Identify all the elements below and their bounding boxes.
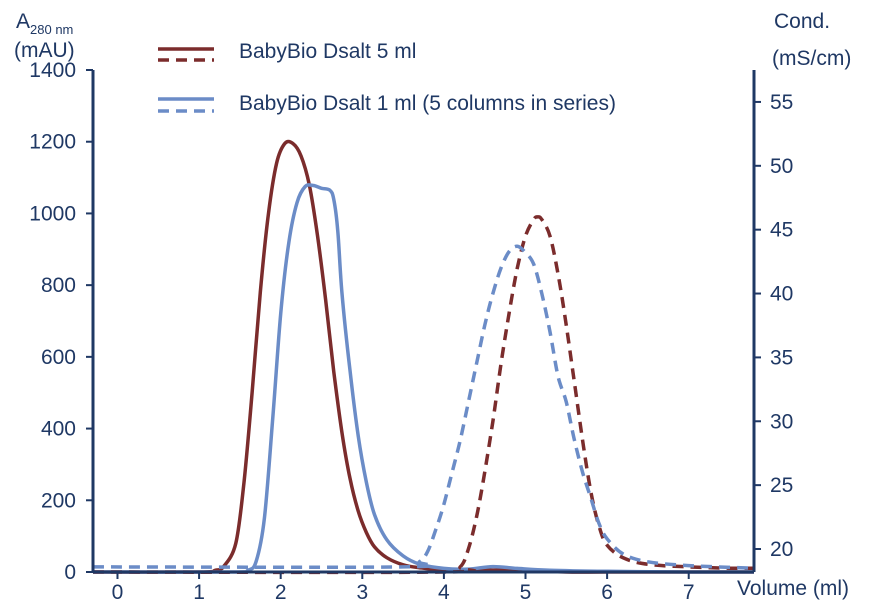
left-axis-label: A280 nm [16,10,73,37]
left-y-tick-label: 1200 [29,131,76,154]
x-tick-label: 1 [193,581,205,604]
a280-line-5ml [92,139,754,574]
right-y-tick-label: 45 [770,219,793,242]
x-tick-label: 4 [438,581,450,604]
x-tick-label: 5 [520,581,532,604]
left-y-tick-label: 200 [41,489,76,512]
left-axis-label-subscript: 280 nm [30,22,73,37]
right-axis-label: Cond. [774,10,830,33]
left-y-tick-label: 400 [41,418,76,441]
right-y-tick-label: 40 [770,283,793,306]
x-tick-label: 3 [356,581,368,604]
right-y-tick-label: 55 [770,91,793,114]
left-y-tick-label: 0 [64,561,76,584]
right-y-tick-label: 30 [770,410,793,433]
right-y-tick-label: 50 [770,155,793,178]
x-tick-label: 2 [275,581,287,604]
left-axis-unit-label: (mAU) [14,39,75,62]
left-y-tick-label: 1400 [29,59,76,82]
a280-line-1ml [92,183,755,574]
right-y-tick-label: 25 [770,474,793,497]
right-axis-unit-label: (mS/cm) [772,47,851,70]
right-y-tick-label: 20 [770,538,793,561]
x-tick-label: 0 [112,581,124,604]
legend-label-5ml: BabyBio Dsalt 5 ml [239,40,416,63]
left-y-tick-label: 600 [41,346,76,369]
series-layer [92,139,755,575]
legend-label-1ml: BabyBio Dsalt 1 ml (5 columns in series) [239,92,616,115]
conductivity-line-1ml [92,244,755,570]
left-y-tick-label: 1000 [29,202,76,225]
legend: BabyBio Dsalt 5 ml BabyBio Dsalt 1 ml (5… [158,40,616,115]
left-y-tick-label: 800 [41,274,76,297]
axes-layer [91,70,756,574]
ticks-layer: 0 1 2 3 4 5 6 702004006008001000120014002025303… [29,59,793,604]
x-tick-label: 7 [683,581,695,604]
x-axis-label: Volume (ml) [737,577,849,600]
legend-item-1ml: BabyBio Dsalt 1 ml (5 columns in series) [158,92,616,115]
legend-item-5ml: BabyBio Dsalt 5 ml [158,40,416,63]
conductivity-line-5ml [92,215,755,575]
right-y-tick-label: 35 [770,346,793,369]
left-axis-label-main: A [16,10,30,33]
x-tick-label: 6 [601,581,613,604]
